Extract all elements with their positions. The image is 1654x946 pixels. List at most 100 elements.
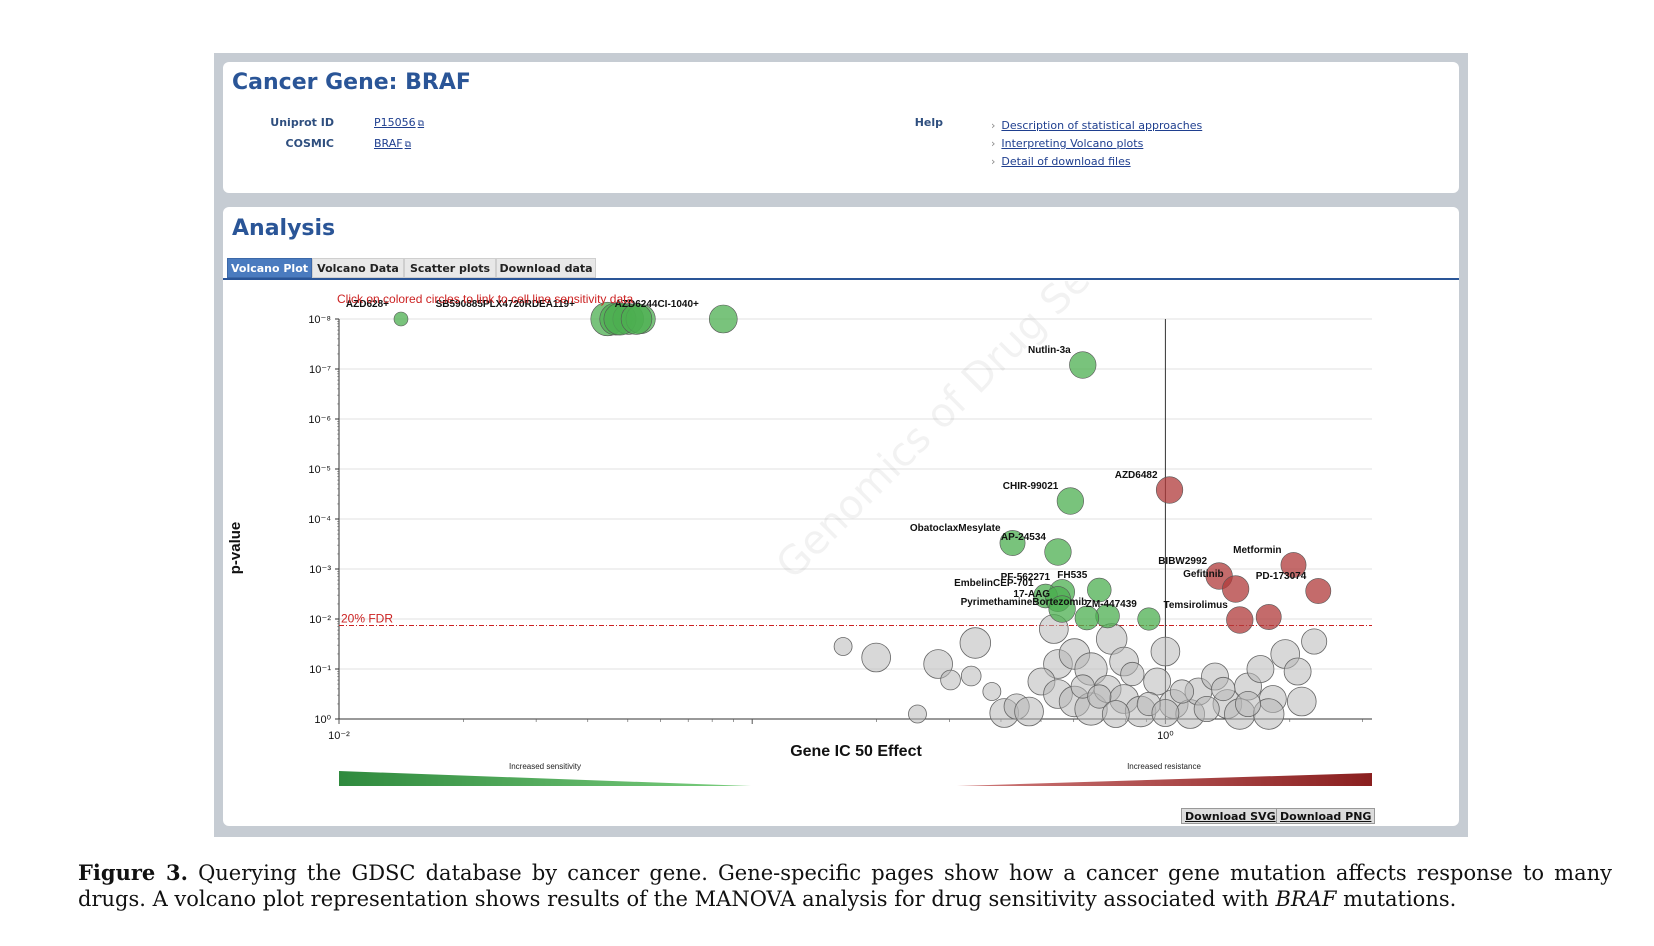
drug-point[interactable] (1056, 487, 1084, 515)
drug-label: Gefitinib (1183, 569, 1224, 580)
help-label: Help (914, 116, 943, 129)
watermark: Genomics of Drug Sensitivity (768, 281, 1212, 588)
sensitivity-label: Increased sensitivity (509, 762, 581, 771)
drug-point[interactable] (1069, 351, 1097, 379)
drug-point[interactable] (1048, 595, 1076, 623)
help-link-text: Description of statistical approaches (1001, 119, 1203, 132)
x-tick-label: 10⁰ (1157, 730, 1174, 742)
drug-point[interactable] (393, 311, 409, 327)
tab-download-data[interactable]: Download data (496, 258, 596, 278)
drug-point[interactable] (1226, 606, 1254, 634)
drug-point[interactable] (1222, 575, 1250, 603)
drug-label: AZD6244CI-1040+ (615, 299, 699, 310)
neutral-point (1235, 690, 1262, 717)
neutral-point (1246, 655, 1275, 683)
drug-point[interactable] (708, 304, 738, 334)
caption-label: Figure 3. (78, 860, 188, 885)
drug-label: 17-AAG (1013, 589, 1050, 600)
neutral-point (1211, 676, 1236, 702)
y-tick-label: 10⁻¹ (309, 664, 331, 676)
caption-gene: BRAF (1275, 887, 1337, 911)
point-labels: AZD628+ SB590885PLX4720RDEA119+ AZD6244CI-… (346, 299, 1307, 611)
cosmic-link-text: BRAF (374, 137, 403, 150)
drug-label: Temsirolimus (1163, 600, 1228, 611)
neutral-point (1087, 684, 1112, 709)
neutral-point (1101, 700, 1130, 728)
tab-volcano-plot[interactable]: Volcano Plot (227, 258, 312, 278)
figure-caption: Figure 3. Querying the GDSC database by … (78, 860, 1612, 912)
fdr-label: 20% FDR (341, 612, 393, 626)
drug-label: CHIR-99021 (1003, 481, 1059, 492)
external-link-icon: ⧉ (404, 140, 412, 150)
drug-label: AZD628+ (346, 299, 389, 310)
drug-point[interactable] (1044, 538, 1072, 566)
y-tick-label: 10⁻⁶ (308, 414, 331, 426)
significant-points (393, 301, 1332, 634)
caption-text: Querying the GDSC database by cancer gen… (78, 861, 1612, 911)
drug-point[interactable] (1137, 607, 1161, 631)
y-tick-label: 10⁻⁴ (308, 514, 331, 526)
y-tick-label: 10⁻³ (309, 564, 331, 576)
uniprot-link[interactable]: P15056 ⧉ (374, 116, 424, 129)
drug-label: AZD6482 (1115, 470, 1158, 481)
neutral-point (1120, 661, 1145, 687)
drug-label: BIBW2992 (1158, 556, 1207, 567)
neutral-point (982, 682, 1002, 701)
tab-scatter-plots[interactable]: Scatter plots (404, 258, 496, 278)
cosmic-label: COSMIC (285, 137, 334, 150)
drug-label: Metformin (1233, 545, 1281, 556)
analysis-panel: Analysis Volcano Plot Volcano Data Scatt… (223, 207, 1459, 826)
drug-point[interactable] (1280, 552, 1307, 578)
drug-label: AP-24534 (1001, 532, 1046, 543)
drug-point[interactable] (999, 530, 1026, 556)
help-link-text: Interpreting Volcano plots (1001, 137, 1144, 150)
x-axis-label: Gene IC 50 Effect (790, 743, 922, 760)
neutral-point (1169, 679, 1195, 704)
drug-label: ObatoclaxMesylate (910, 523, 1001, 534)
screenshot-frame: Cancer Gene: BRAF Uniprot ID P15056 ⧉ COS… (214, 53, 1468, 837)
cosmic-link[interactable]: BRAF ⧉ (374, 137, 411, 150)
drug-point[interactable] (1074, 605, 1100, 631)
drug-point[interactable] (1087, 577, 1112, 603)
neutral-point (940, 669, 961, 691)
neutral-point (908, 704, 927, 724)
resistance-label: Increased resistance (1127, 762, 1201, 771)
grid-lines (339, 318, 1372, 720)
drug-label: PyrimethamineBortezomib (961, 597, 1088, 608)
y-axis-label: p-value (227, 522, 244, 575)
uniprot-link-text: P15056 (374, 116, 416, 129)
neutral-point (1283, 657, 1312, 686)
download-svg-button[interactable]: Download SVG (1181, 808, 1280, 824)
help-link-statistics[interactable]: › Description of statistical approaches (991, 119, 1202, 132)
chart-instruction: Click on colored circles to link to cell… (337, 292, 633, 306)
help-link-downloads[interactable]: › Detail of download files (991, 155, 1131, 168)
help-link-volcano[interactable]: › Interpreting Volcano plots (991, 137, 1143, 150)
drug-label: PD-173074 (1256, 571, 1307, 582)
drug-label: EmbelinCEP-701 (954, 578, 1034, 589)
neutral-points (833, 614, 1328, 730)
help-link-text: Detail of download files (1001, 155, 1131, 168)
caption-text-end: mutations. (1343, 887, 1457, 911)
neutral-point (1143, 667, 1172, 696)
y-tick-label: 10⁻² (309, 614, 331, 626)
drug-point[interactable] (1305, 578, 1332, 604)
page-title: Cancer Gene: BRAF (232, 70, 471, 95)
y-tick-label: 10⁰ (314, 714, 331, 726)
neutral-point (833, 637, 853, 656)
download-png-button[interactable]: Download PNG (1276, 808, 1376, 824)
chevron-right-icon: › (991, 137, 996, 150)
neutral-point (1150, 636, 1181, 667)
tab-volcano-data[interactable]: Volcano Data (312, 258, 404, 278)
neutral-point (1014, 696, 1044, 727)
drug-point[interactable] (1155, 476, 1184, 504)
resistance-wedge (957, 773, 1372, 786)
tab-underline (223, 278, 1459, 280)
neutral-point (960, 665, 982, 687)
drug-point[interactable] (620, 303, 653, 335)
drug-point[interactable] (1255, 604, 1282, 630)
x-tick-label: 10⁻² (328, 730, 350, 742)
neutral-point (861, 642, 891, 673)
uniprot-label: Uniprot ID (270, 116, 334, 129)
chevron-right-icon: › (991, 155, 996, 168)
volcano-plot: Genomics of Drug Sensitivity 10⁻⁸10⁻⁷10⁻… (227, 281, 1372, 786)
